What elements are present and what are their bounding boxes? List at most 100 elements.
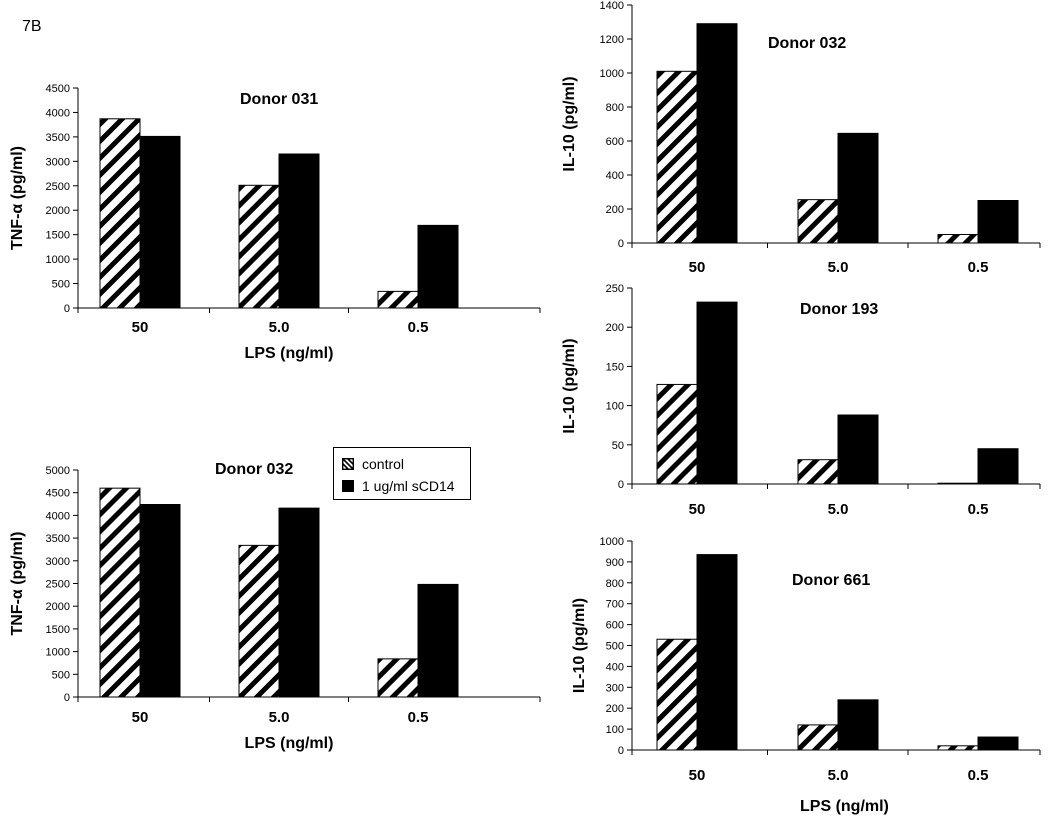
legend-label-control: control — [362, 456, 405, 472]
y-tick-label: 0 — [618, 479, 624, 491]
y-tick-label: 50 — [612, 440, 624, 452]
y-tick-label: 5000 — [46, 465, 70, 477]
legend-item-control: control — [342, 456, 404, 472]
bar-scd14-0.5 — [417, 224, 459, 309]
hatched-swatch-icon — [342, 458, 354, 470]
bar-control-5.0 — [797, 724, 839, 751]
y-axis-label: IL-10 (pg/ml) — [571, 598, 588, 693]
x-axis-label: LPS (ng/ml) — [245, 345, 334, 362]
bar-scd14-0.5 — [977, 736, 1019, 751]
y-tick-label: 250 — [606, 283, 624, 295]
chart-title: Donor 031 — [240, 91, 318, 108]
y-tick-label: 200 — [606, 322, 624, 334]
y-tick-label: 2000 — [46, 205, 70, 217]
y-tick-label: 1500 — [46, 624, 70, 636]
category-label: 5.0 — [828, 767, 849, 784]
y-tick-label: 2500 — [46, 579, 70, 591]
category-label: 5.0 — [269, 319, 290, 336]
y-tick-label: 0 — [64, 692, 70, 704]
x-axis-label: LPS (ng/ml) — [245, 735, 334, 752]
bar-scd14-5.0 — [278, 153, 320, 309]
chart-title: Donor 661 — [792, 572, 870, 589]
figure-panel-label: 7B — [22, 18, 42, 35]
y-tick-label: 500 — [606, 641, 624, 653]
y-tick-label: 500 — [52, 669, 70, 681]
y-tick-label: 150 — [606, 361, 624, 373]
bar-control-5.0 — [238, 544, 280, 698]
legend-item-treated: 1 ug/ml sCD14 — [342, 478, 455, 494]
category-label: 5.0 — [828, 501, 849, 518]
bar-scd14-50 — [696, 301, 738, 485]
y-tick-label: 200 — [606, 204, 624, 216]
y-tick-label: 1000 — [600, 68, 624, 80]
bar-scd14-5.0 — [837, 699, 879, 751]
y-tick-label: 200 — [606, 703, 624, 715]
bar-scd14-0.5 — [977, 448, 1019, 485]
category-label: 0.5 — [408, 709, 429, 726]
category-label: 0.5 — [968, 767, 989, 784]
y-tick-label: 1000 — [46, 647, 70, 659]
y-tick-label: 3500 — [46, 132, 70, 144]
bar-control-50 — [99, 487, 141, 698]
y-tick-label: 0 — [618, 745, 624, 757]
category-label: 50 — [689, 501, 706, 518]
bar-scd14-0.5 — [977, 200, 1019, 244]
y-tick-label: 4500 — [46, 488, 70, 500]
chart-title: Donor 032 — [215, 461, 293, 478]
category-label: 5.0 — [828, 259, 849, 276]
y-tick-label: 800 — [606, 102, 624, 114]
bar-control-5.0 — [797, 459, 839, 485]
y-tick-label: 4000 — [46, 510, 70, 522]
y-tick-label: 0 — [618, 238, 624, 250]
y-tick-label: 3000 — [46, 156, 70, 168]
y-tick-label: 0 — [64, 303, 70, 315]
y-tick-label: 800 — [606, 578, 624, 590]
y-axis-label: TNF-α (pg/ml) — [9, 531, 26, 635]
category-label: 50 — [689, 767, 706, 784]
y-tick-label: 4500 — [46, 83, 70, 95]
y-tick-label: 100 — [606, 401, 624, 413]
y-tick-label: 300 — [606, 682, 624, 694]
bar-control-0.5 — [377, 658, 419, 698]
y-tick-label: 600 — [606, 136, 624, 148]
bar-control-50 — [656, 383, 698, 485]
chart-title: Donor 032 — [768, 35, 846, 52]
category-label: 50 — [132, 319, 149, 336]
y-tick-label: 400 — [606, 170, 624, 182]
category-label: 0.5 — [968, 259, 989, 276]
y-tick-label: 600 — [606, 620, 624, 632]
bar-scd14-50 — [139, 504, 181, 698]
y-tick-label: 1000 — [46, 254, 70, 266]
bar-scd14-5.0 — [837, 414, 879, 485]
shared-x-axis-label: LPS (ng/ml) — [800, 798, 889, 815]
y-tick-label: 3500 — [46, 533, 70, 545]
chart-title: Donor 193 — [800, 301, 878, 318]
bar-control-50 — [656, 638, 698, 751]
y-tick-label: 700 — [606, 599, 624, 611]
y-tick-label: 1000 — [600, 536, 624, 548]
category-label: 50 — [689, 259, 706, 276]
legend-label-treated: 1 ug/ml sCD14 — [362, 478, 455, 494]
category-label: 0.5 — [408, 319, 429, 336]
category-label: 5.0 — [269, 709, 290, 726]
category-label: 50 — [132, 709, 149, 726]
y-tick-label: 2000 — [46, 601, 70, 613]
bar-scd14-0.5 — [417, 583, 459, 698]
bar-scd14-5.0 — [837, 132, 879, 244]
y-tick-label: 400 — [606, 661, 624, 673]
y-tick-label: 1500 — [46, 230, 70, 242]
y-tick-label: 4000 — [46, 107, 70, 119]
category-label: 0.5 — [968, 501, 989, 518]
bar-scd14-50 — [139, 135, 181, 309]
y-tick-label: 100 — [606, 724, 624, 736]
legend: control 1 ug/ml sCD14 — [333, 447, 471, 500]
y-tick-label: 500 — [52, 279, 70, 291]
y-axis-label: IL-10 (pg/ml) — [561, 76, 578, 171]
y-tick-label: 900 — [606, 557, 624, 569]
y-axis-label: IL-10 (pg/ml) — [561, 338, 578, 433]
